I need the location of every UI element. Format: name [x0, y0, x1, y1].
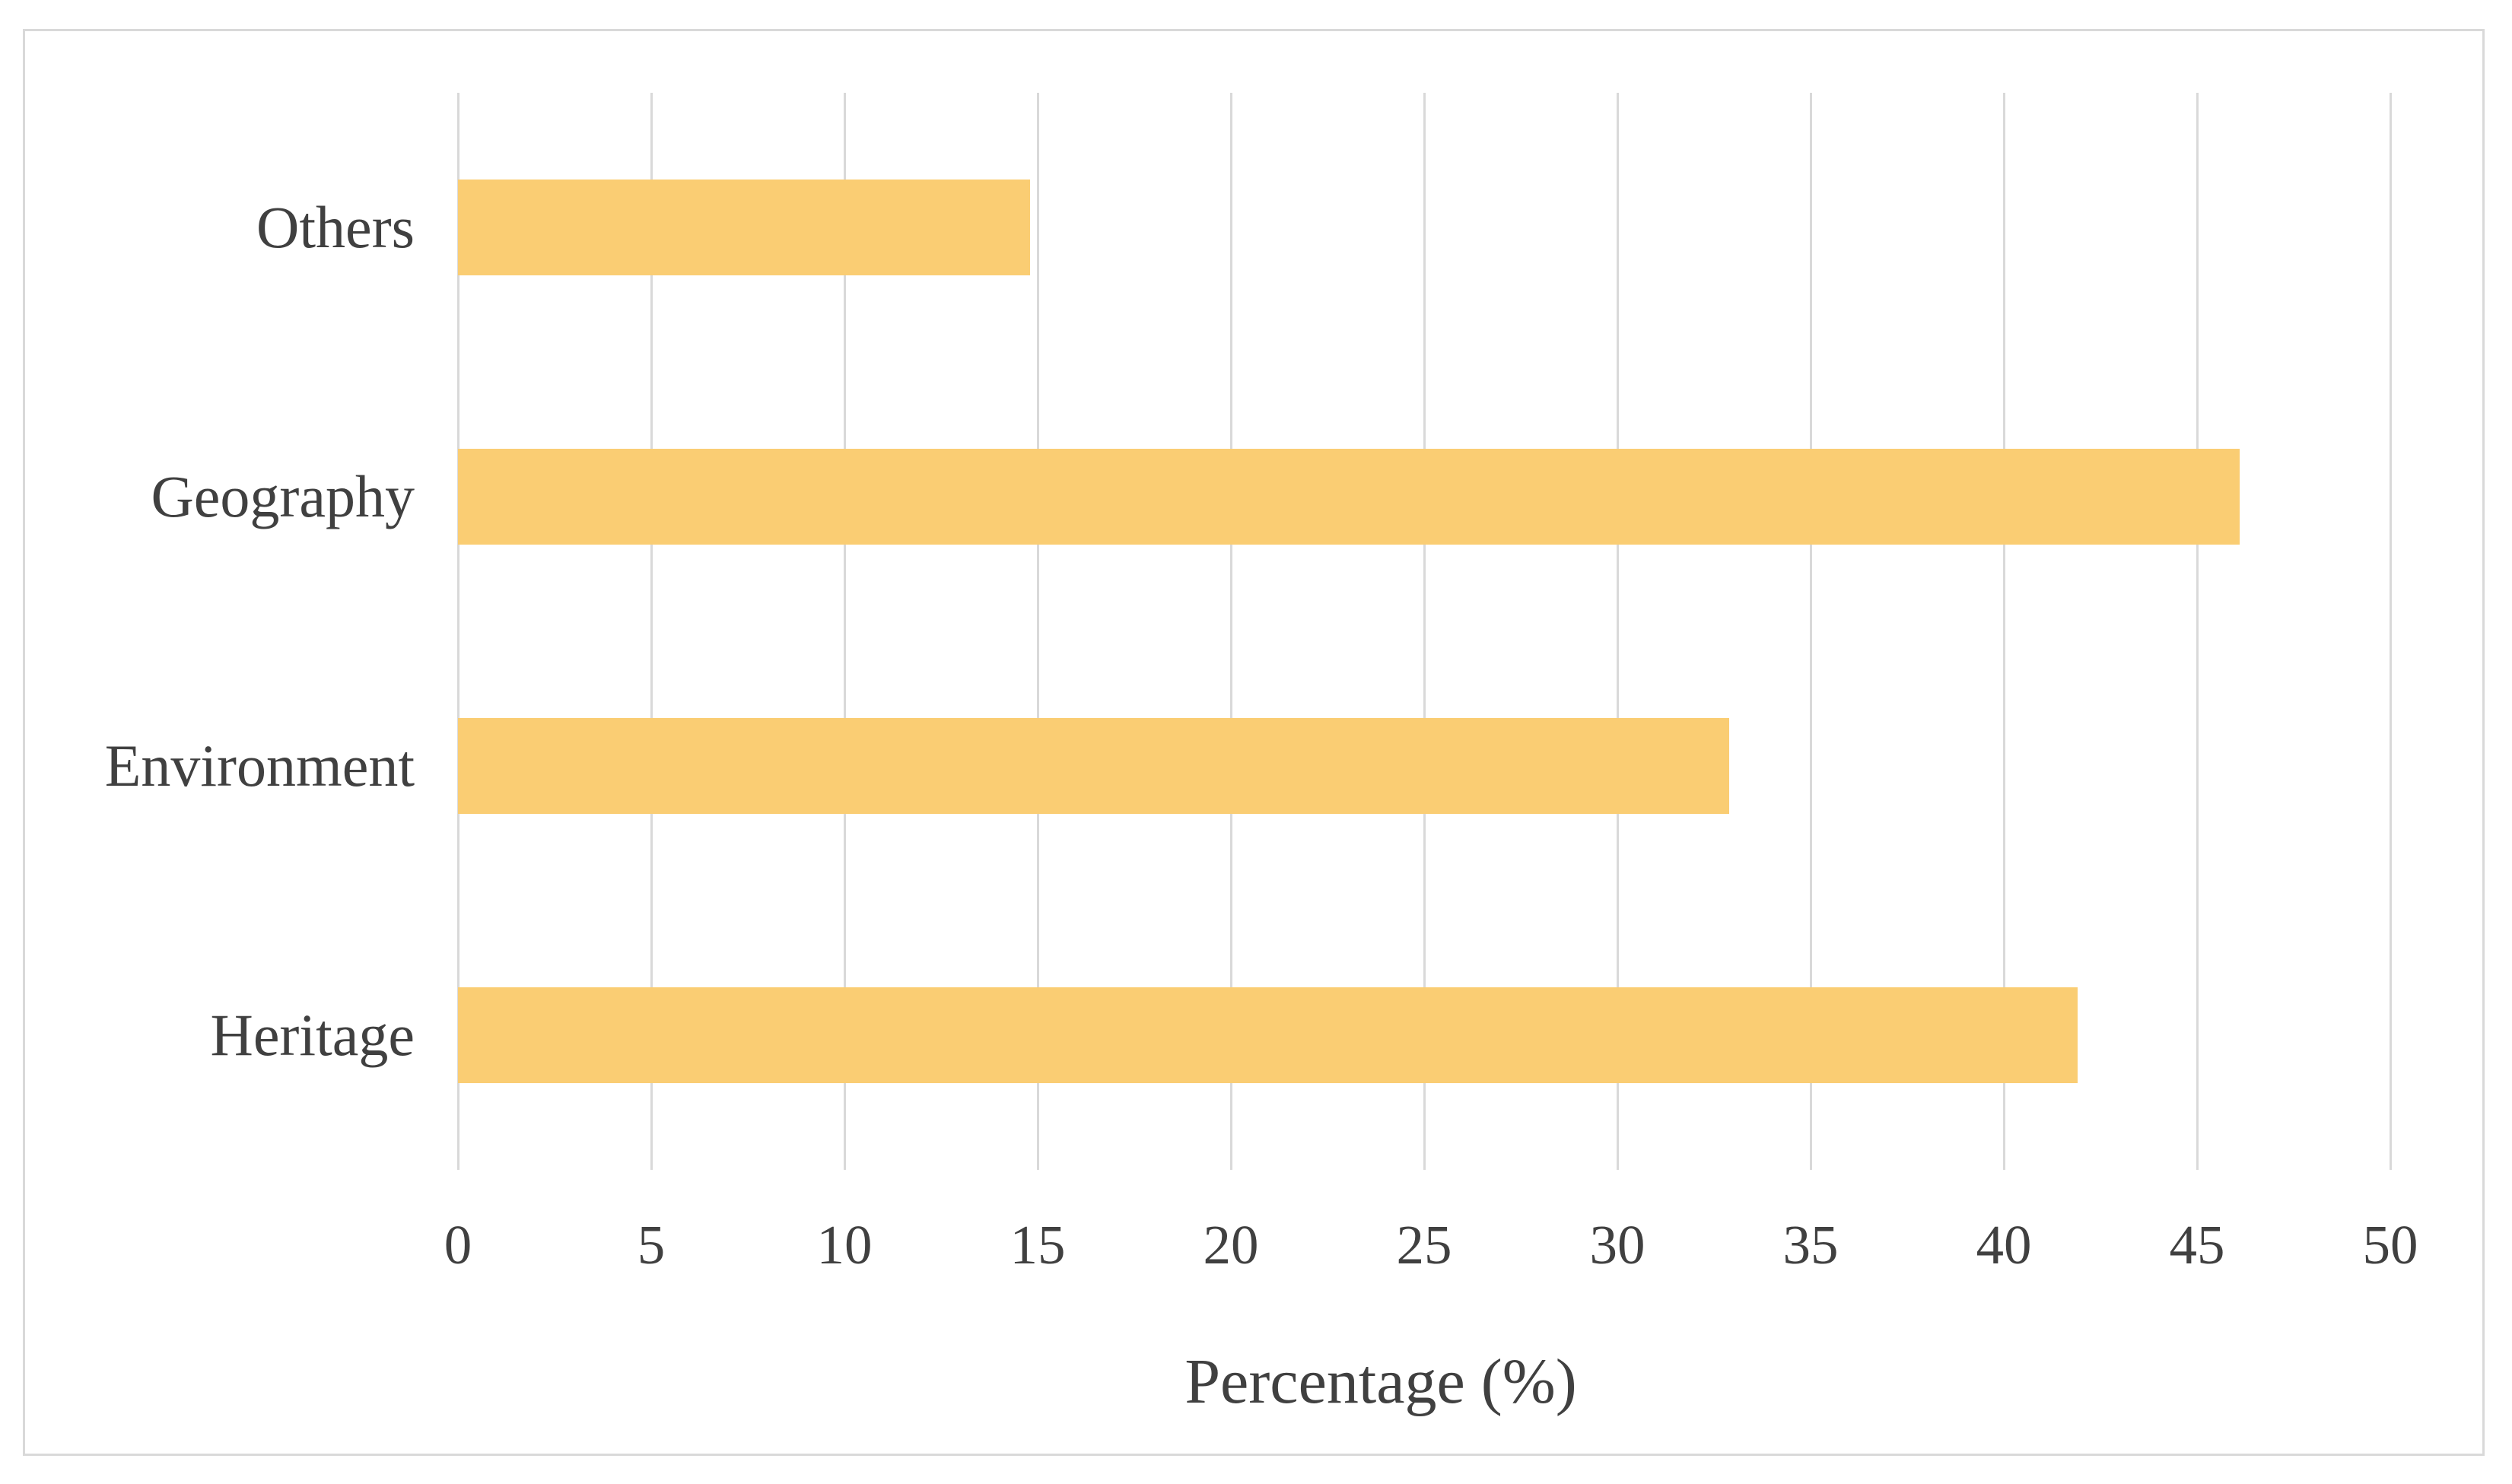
- x-axis-title: Percentage (%): [1184, 1346, 1577, 1417]
- gridline-50: [2389, 93, 2392, 1170]
- gridline-5: [650, 93, 653, 1170]
- x-tick-label-15: 15: [1010, 1214, 1066, 1276]
- x-tick-label-5: 5: [637, 1214, 666, 1276]
- bar-environment: [458, 718, 1730, 814]
- x-tick-label-35: 35: [1782, 1214, 1839, 1276]
- x-tick-label-25: 25: [1396, 1214, 1452, 1276]
- category-label-heritage: Heritage: [210, 1002, 415, 1068]
- bar-geography: [458, 449, 2240, 545]
- x-tick-label-0: 0: [444, 1214, 472, 1276]
- bar-others: [458, 180, 1030, 275]
- category-label-geography: Geography: [151, 463, 415, 529]
- gridline-20: [1229, 93, 1232, 1170]
- x-tick-label-30: 30: [1589, 1214, 1646, 1276]
- x-tick-label-40: 40: [1976, 1214, 2032, 1276]
- x-tick-label-45: 45: [2169, 1214, 2225, 1276]
- gridline-40: [2002, 93, 2005, 1170]
- category-label-environment: Environment: [104, 732, 415, 799]
- gridline-10: [843, 93, 846, 1170]
- x-tick-label-50: 50: [2362, 1214, 2418, 1276]
- gridline-15: [1036, 93, 1039, 1170]
- gridline-35: [1809, 93, 1812, 1170]
- gridline-25: [1423, 93, 1426, 1170]
- plot-area: [456, 93, 2392, 1170]
- gridline-30: [1616, 93, 1619, 1170]
- bar-heritage: [458, 987, 2078, 1083]
- x-tick-label-10: 10: [816, 1214, 873, 1276]
- x-tick-label-20: 20: [1203, 1214, 1259, 1276]
- gridline-0: [456, 93, 459, 1170]
- category-label-others: Others: [256, 194, 415, 260]
- gridline-45: [2196, 93, 2199, 1170]
